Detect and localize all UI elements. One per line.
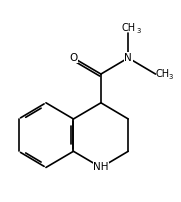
Text: 3: 3 — [169, 74, 173, 80]
Text: O: O — [69, 53, 78, 63]
Text: CH: CH — [155, 69, 170, 79]
Text: N: N — [124, 53, 132, 63]
Text: 3: 3 — [136, 28, 141, 34]
Text: CH: CH — [121, 23, 135, 33]
Text: NH: NH — [93, 162, 109, 173]
